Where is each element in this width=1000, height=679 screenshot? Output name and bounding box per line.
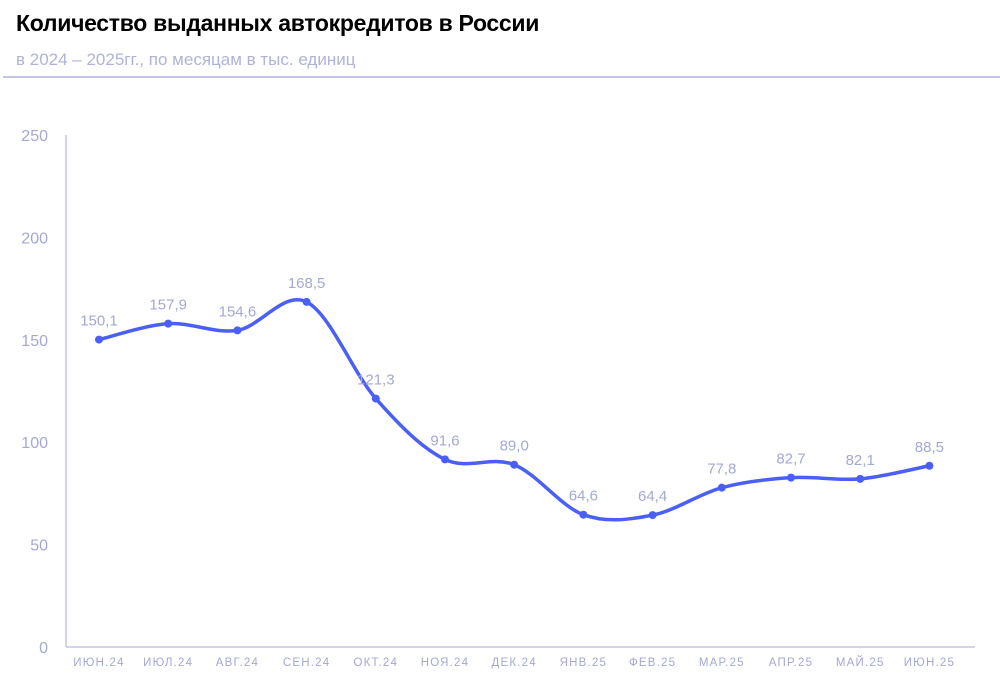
x-tick-label: НОЯ.24: [421, 657, 470, 669]
data-label: 89,0: [500, 438, 529, 455]
data-label: 121,3: [357, 372, 395, 389]
x-tick-label: ОКТ.24: [354, 657, 399, 669]
data-point: [856, 474, 865, 483]
data-label: 88,5: [915, 439, 944, 456]
data-label: 150,1: [80, 313, 118, 330]
y-tick-label: 100: [21, 435, 48, 452]
y-tick-label: 200: [21, 230, 48, 247]
data-point: [579, 510, 588, 519]
x-tick-label: ДЕК.24: [492, 657, 537, 669]
data-label: 82,7: [776, 451, 805, 468]
x-tick-label: ФЕВ.25: [629, 657, 676, 669]
x-tick-label: ИЮН.25: [904, 657, 955, 669]
data-point: [925, 461, 934, 470]
y-tick-label: 150: [21, 333, 48, 350]
x-tick-label: ИЮЛ.24: [143, 657, 193, 669]
data-point: [648, 511, 657, 520]
data-label: 64,6: [569, 488, 598, 505]
y-tick-label: 0: [39, 640, 48, 657]
data-label: 154,6: [219, 303, 257, 320]
x-tick-label: МАР.25: [699, 657, 745, 669]
series-line: [97, 298, 932, 522]
data-label: 157,9: [149, 297, 187, 314]
x-tick-label: ЯНВ.25: [560, 657, 607, 669]
data-point: [233, 326, 242, 335]
x-tick-label: АПР.25: [769, 657, 814, 669]
data-label: 168,5: [288, 275, 326, 292]
data-point: [95, 335, 103, 344]
data-point: [371, 394, 380, 403]
chart-subtitle: в 2024 – 2025гг., по месяцам в тыс. един…: [16, 50, 356, 69]
x-tick-label: МАЙ.25: [836, 656, 885, 669]
data-label: 91,6: [430, 432, 459, 449]
data-point: [717, 483, 726, 492]
x-tick-label: СЕН.24: [283, 657, 330, 669]
data-point: [787, 473, 795, 482]
y-tick-label: 50: [30, 538, 48, 555]
data-label: 77,8: [707, 461, 736, 478]
y-tick-label: 250: [21, 128, 48, 145]
data-point: [441, 455, 449, 464]
data-point: [302, 297, 311, 306]
data-point: [510, 460, 519, 469]
data-point: [164, 319, 173, 328]
data-label: 82,1: [846, 452, 875, 469]
header-divider: [3, 76, 1000, 78]
x-tick-label: АВГ.24: [216, 657, 259, 669]
chart-title: Количество выданных автокредитов в Росси…: [16, 10, 540, 36]
x-tick-label: ИЮН.24: [73, 657, 124, 669]
data-label: 64,4: [638, 488, 667, 505]
